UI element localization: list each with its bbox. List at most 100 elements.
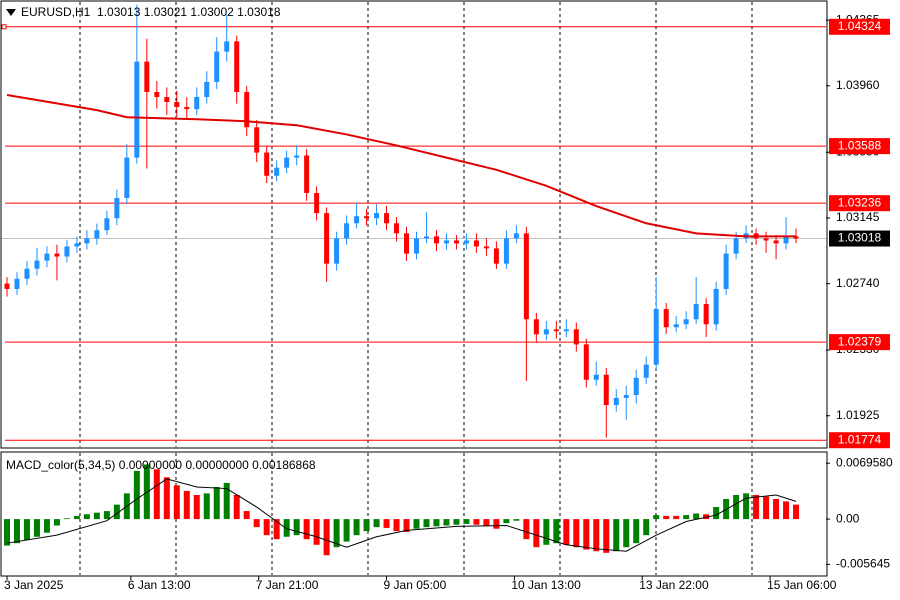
candle-body <box>154 91 160 97</box>
macd-bar <box>783 501 790 520</box>
candle-body <box>354 216 360 224</box>
candle-body <box>134 61 140 158</box>
macd-bar <box>453 519 460 525</box>
x-tick-label: 6 Jan 13:00 <box>128 578 191 592</box>
candle-body <box>344 223 350 239</box>
candle-body <box>773 240 779 244</box>
macd-bar <box>263 519 270 536</box>
candle-body <box>64 246 70 257</box>
y-tick-label: 1.01925 <box>836 408 880 422</box>
y-tick-label: 0.0069580 <box>836 455 893 469</box>
candle-body <box>294 155 300 158</box>
macd-bar <box>133 470 140 520</box>
menu-arrow[interactable] <box>6 9 16 16</box>
candle-body <box>4 283 10 289</box>
candle-body <box>433 236 439 244</box>
candle-body <box>44 253 50 261</box>
macd-bar <box>73 515 80 520</box>
macd-bar <box>433 519 440 527</box>
candle-body <box>234 41 240 92</box>
macd-bar <box>473 519 480 525</box>
macd-bar <box>203 493 210 520</box>
macd-bar <box>633 519 640 544</box>
candle-body <box>593 374 599 380</box>
level-label: 1.01774 <box>838 432 882 446</box>
macd-bar <box>443 519 450 526</box>
candle-body <box>164 96 170 103</box>
candle-body <box>793 236 799 239</box>
y-tick-label: 1.03960 <box>836 78 880 92</box>
macd-bar <box>393 519 400 532</box>
moving-average <box>6 94 797 238</box>
candle-body <box>394 223 400 234</box>
candle-body <box>374 213 380 219</box>
candle-body <box>483 246 489 249</box>
candle-body <box>493 248 499 264</box>
candle-body <box>224 41 230 52</box>
candle-body <box>124 157 130 198</box>
candle-body <box>643 364 649 378</box>
macd-bar <box>563 519 570 545</box>
candle-body <box>304 155 310 193</box>
candle-body <box>633 377 639 395</box>
macd-bar <box>753 494 760 520</box>
candle-body <box>413 238 419 254</box>
candle-body <box>513 233 519 239</box>
x-tick-label: 9 Jan 05:00 <box>384 578 447 592</box>
last-price-box <box>829 230 890 247</box>
candle-body <box>443 240 449 244</box>
macd-bar <box>33 519 40 537</box>
macd-bar <box>613 519 620 552</box>
macd-bar <box>223 482 230 520</box>
candle-body <box>194 96 200 110</box>
macd-bar <box>13 519 20 544</box>
candle-body <box>543 329 549 335</box>
level-label: 1.04324 <box>838 19 882 33</box>
macd-bar <box>773 499 780 520</box>
candle-body <box>334 238 340 264</box>
candle-body <box>583 344 589 380</box>
candle-body <box>284 157 290 168</box>
macd-bar <box>273 519 280 540</box>
candle-body <box>384 213 390 224</box>
candle-body <box>563 329 569 332</box>
candle-body <box>613 397 619 406</box>
macd-bar <box>413 519 420 529</box>
macd-bar <box>213 486 220 520</box>
macd-bar <box>163 477 170 520</box>
x-tick-label: 3 Jan 2025 <box>4 578 64 592</box>
candle-body <box>144 61 150 92</box>
candle-body <box>84 238 90 244</box>
candle-body <box>14 278 20 289</box>
macd-bar <box>793 504 800 520</box>
candle-body <box>423 236 429 239</box>
candle-body <box>783 236 789 244</box>
candle-body <box>523 233 529 320</box>
macd-bar <box>483 519 490 526</box>
candle-body <box>453 240 459 244</box>
level-label-box <box>829 195 890 212</box>
macd-bar <box>573 519 580 548</box>
y-tick-label: 1.03145 <box>836 210 880 224</box>
candle-body <box>74 243 80 247</box>
macd-bar <box>303 519 310 540</box>
macd-bar <box>643 519 650 536</box>
plots <box>1 2 826 575</box>
candle-body <box>314 192 320 214</box>
macd-bar <box>23 519 30 540</box>
macd-bar <box>93 512 100 520</box>
candle-body <box>473 240 479 247</box>
macd-bar <box>153 469 160 520</box>
macd-bar <box>553 519 560 544</box>
level-label: 1.03236 <box>838 195 882 209</box>
macd-bar <box>193 494 200 520</box>
last-price-label: 1.03018 <box>838 231 882 245</box>
macd-bar <box>733 494 740 520</box>
candle-body <box>703 304 709 325</box>
candle-body <box>713 288 719 325</box>
level-label-box <box>829 18 890 35</box>
candle-body <box>553 329 559 332</box>
